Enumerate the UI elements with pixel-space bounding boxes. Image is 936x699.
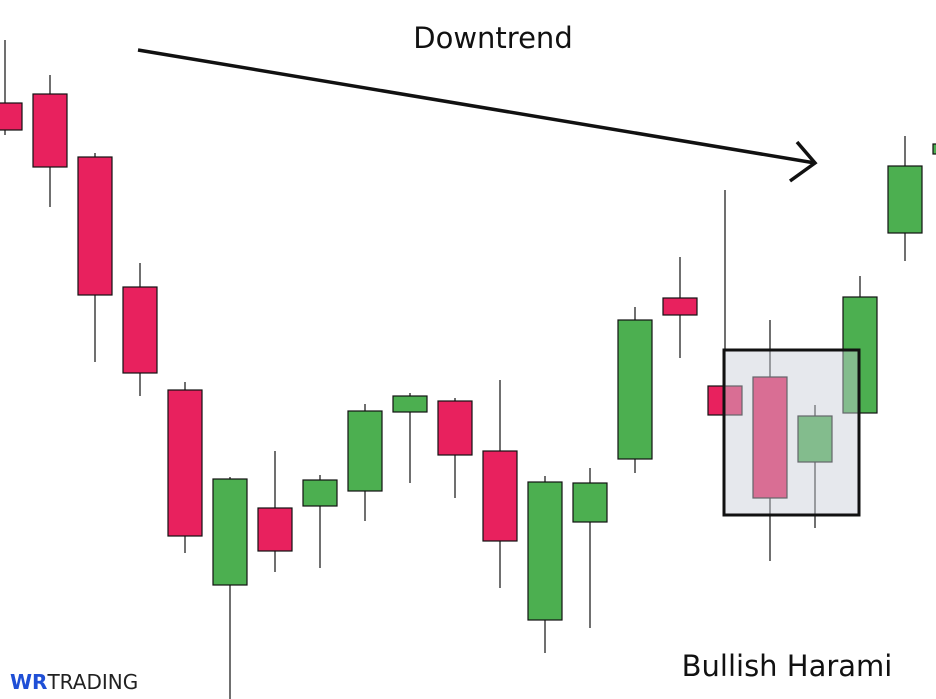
candle-body (347, 410, 383, 492)
candle-body (572, 482, 608, 523)
trend-arrow (137, 48, 816, 165)
harami-box (722, 348, 861, 517)
candle-body (617, 319, 653, 460)
candle-body (932, 143, 936, 155)
brand-bold: WR (10, 670, 47, 694)
candle-body (662, 297, 698, 316)
candle-body (797, 415, 833, 463)
candle-body (122, 286, 158, 374)
candle-body (437, 400, 473, 456)
title: Downtrend (413, 21, 572, 55)
brand: WRTRADING (10, 670, 138, 694)
brand-rest: TRADING (46, 670, 138, 694)
annotation: Bullish Harami (682, 649, 893, 683)
candles (0, 40, 936, 699)
candle-body (257, 507, 293, 552)
candle-body (887, 165, 923, 234)
candle-body (302, 479, 338, 507)
candle-body (482, 450, 518, 542)
candle-body (752, 376, 788, 499)
arrow-head (788, 140, 818, 183)
candle-body (527, 481, 563, 621)
candle-body (212, 478, 248, 586)
candle-body (32, 93, 68, 168)
candle-body (167, 389, 203, 537)
candle-body (392, 395, 428, 413)
candle-body (0, 102, 23, 131)
candle-body (77, 156, 113, 296)
